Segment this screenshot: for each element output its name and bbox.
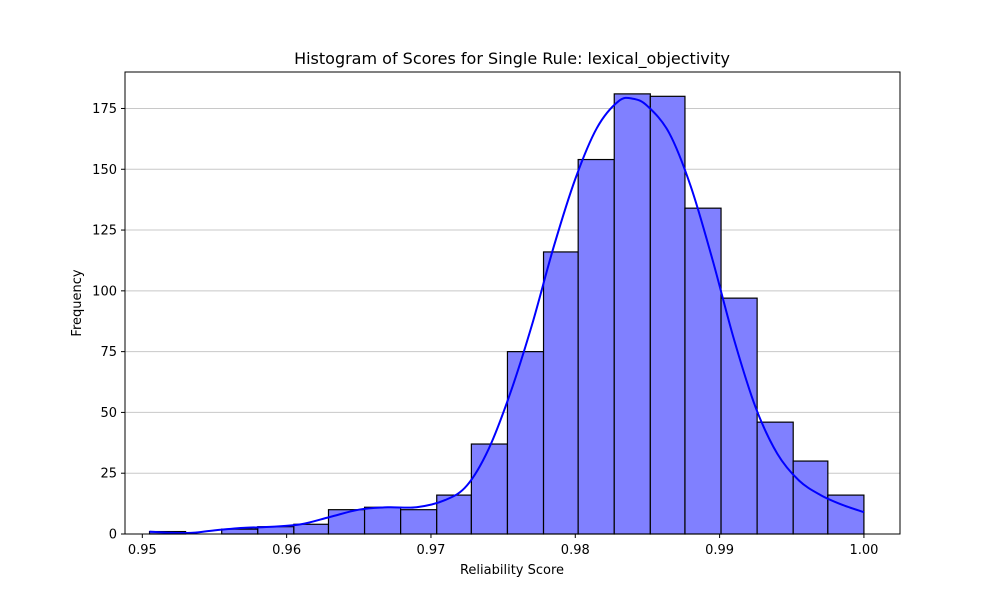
histogram-bar [293,523,330,535]
x-tick-label: 1.00 [849,543,878,558]
x-tick-label: 0.98 [561,543,590,558]
histogram-bars [148,93,865,535]
kde-curve [149,96,865,535]
histogram-bar [613,93,651,535]
histogram-bar [400,509,438,535]
plot-frame [124,71,901,535]
histogram-bar [363,506,402,535]
chart-title: Histogram of Scores for Single Rule: lex… [294,49,730,69]
y-tick-label: 125 [92,224,117,239]
histogram-bar [506,351,545,535]
histogram-bar [542,251,579,535]
y-axis-label: Frequency [70,269,85,336]
x-axis-ticks: 0.95 0.96 0.97 0.98 0.99 1.00 [128,534,878,558]
histogram-bar [720,297,758,535]
y-tick-label: 150 [92,163,117,178]
histogram-bar [470,443,509,535]
x-tick-label: 0.97 [416,543,445,558]
y-tick-label: 25 [100,467,117,482]
histogram-bar [577,158,615,535]
x-tick-label: 0.99 [705,543,734,558]
y-axis-ticks: 0 25 50 75 100 125 150 175 [92,102,125,543]
y-tick-label: 75 [100,345,117,360]
x-tick-label: 0.96 [272,543,301,558]
x-axis-label: Reliability Score [460,563,564,578]
y-tick-label: 100 [92,284,117,299]
y-tick-label: 50 [100,406,117,421]
y-tick-label: 175 [92,102,117,117]
y-tick-label: 0 [109,528,117,543]
histogram-bar [649,95,686,535]
histogram-bar [756,421,794,535]
histogram-bar [792,460,829,535]
kde-curve-layer [149,96,865,535]
histogram-bar [684,207,722,535]
x-tick-label: 0.95 [128,543,157,558]
